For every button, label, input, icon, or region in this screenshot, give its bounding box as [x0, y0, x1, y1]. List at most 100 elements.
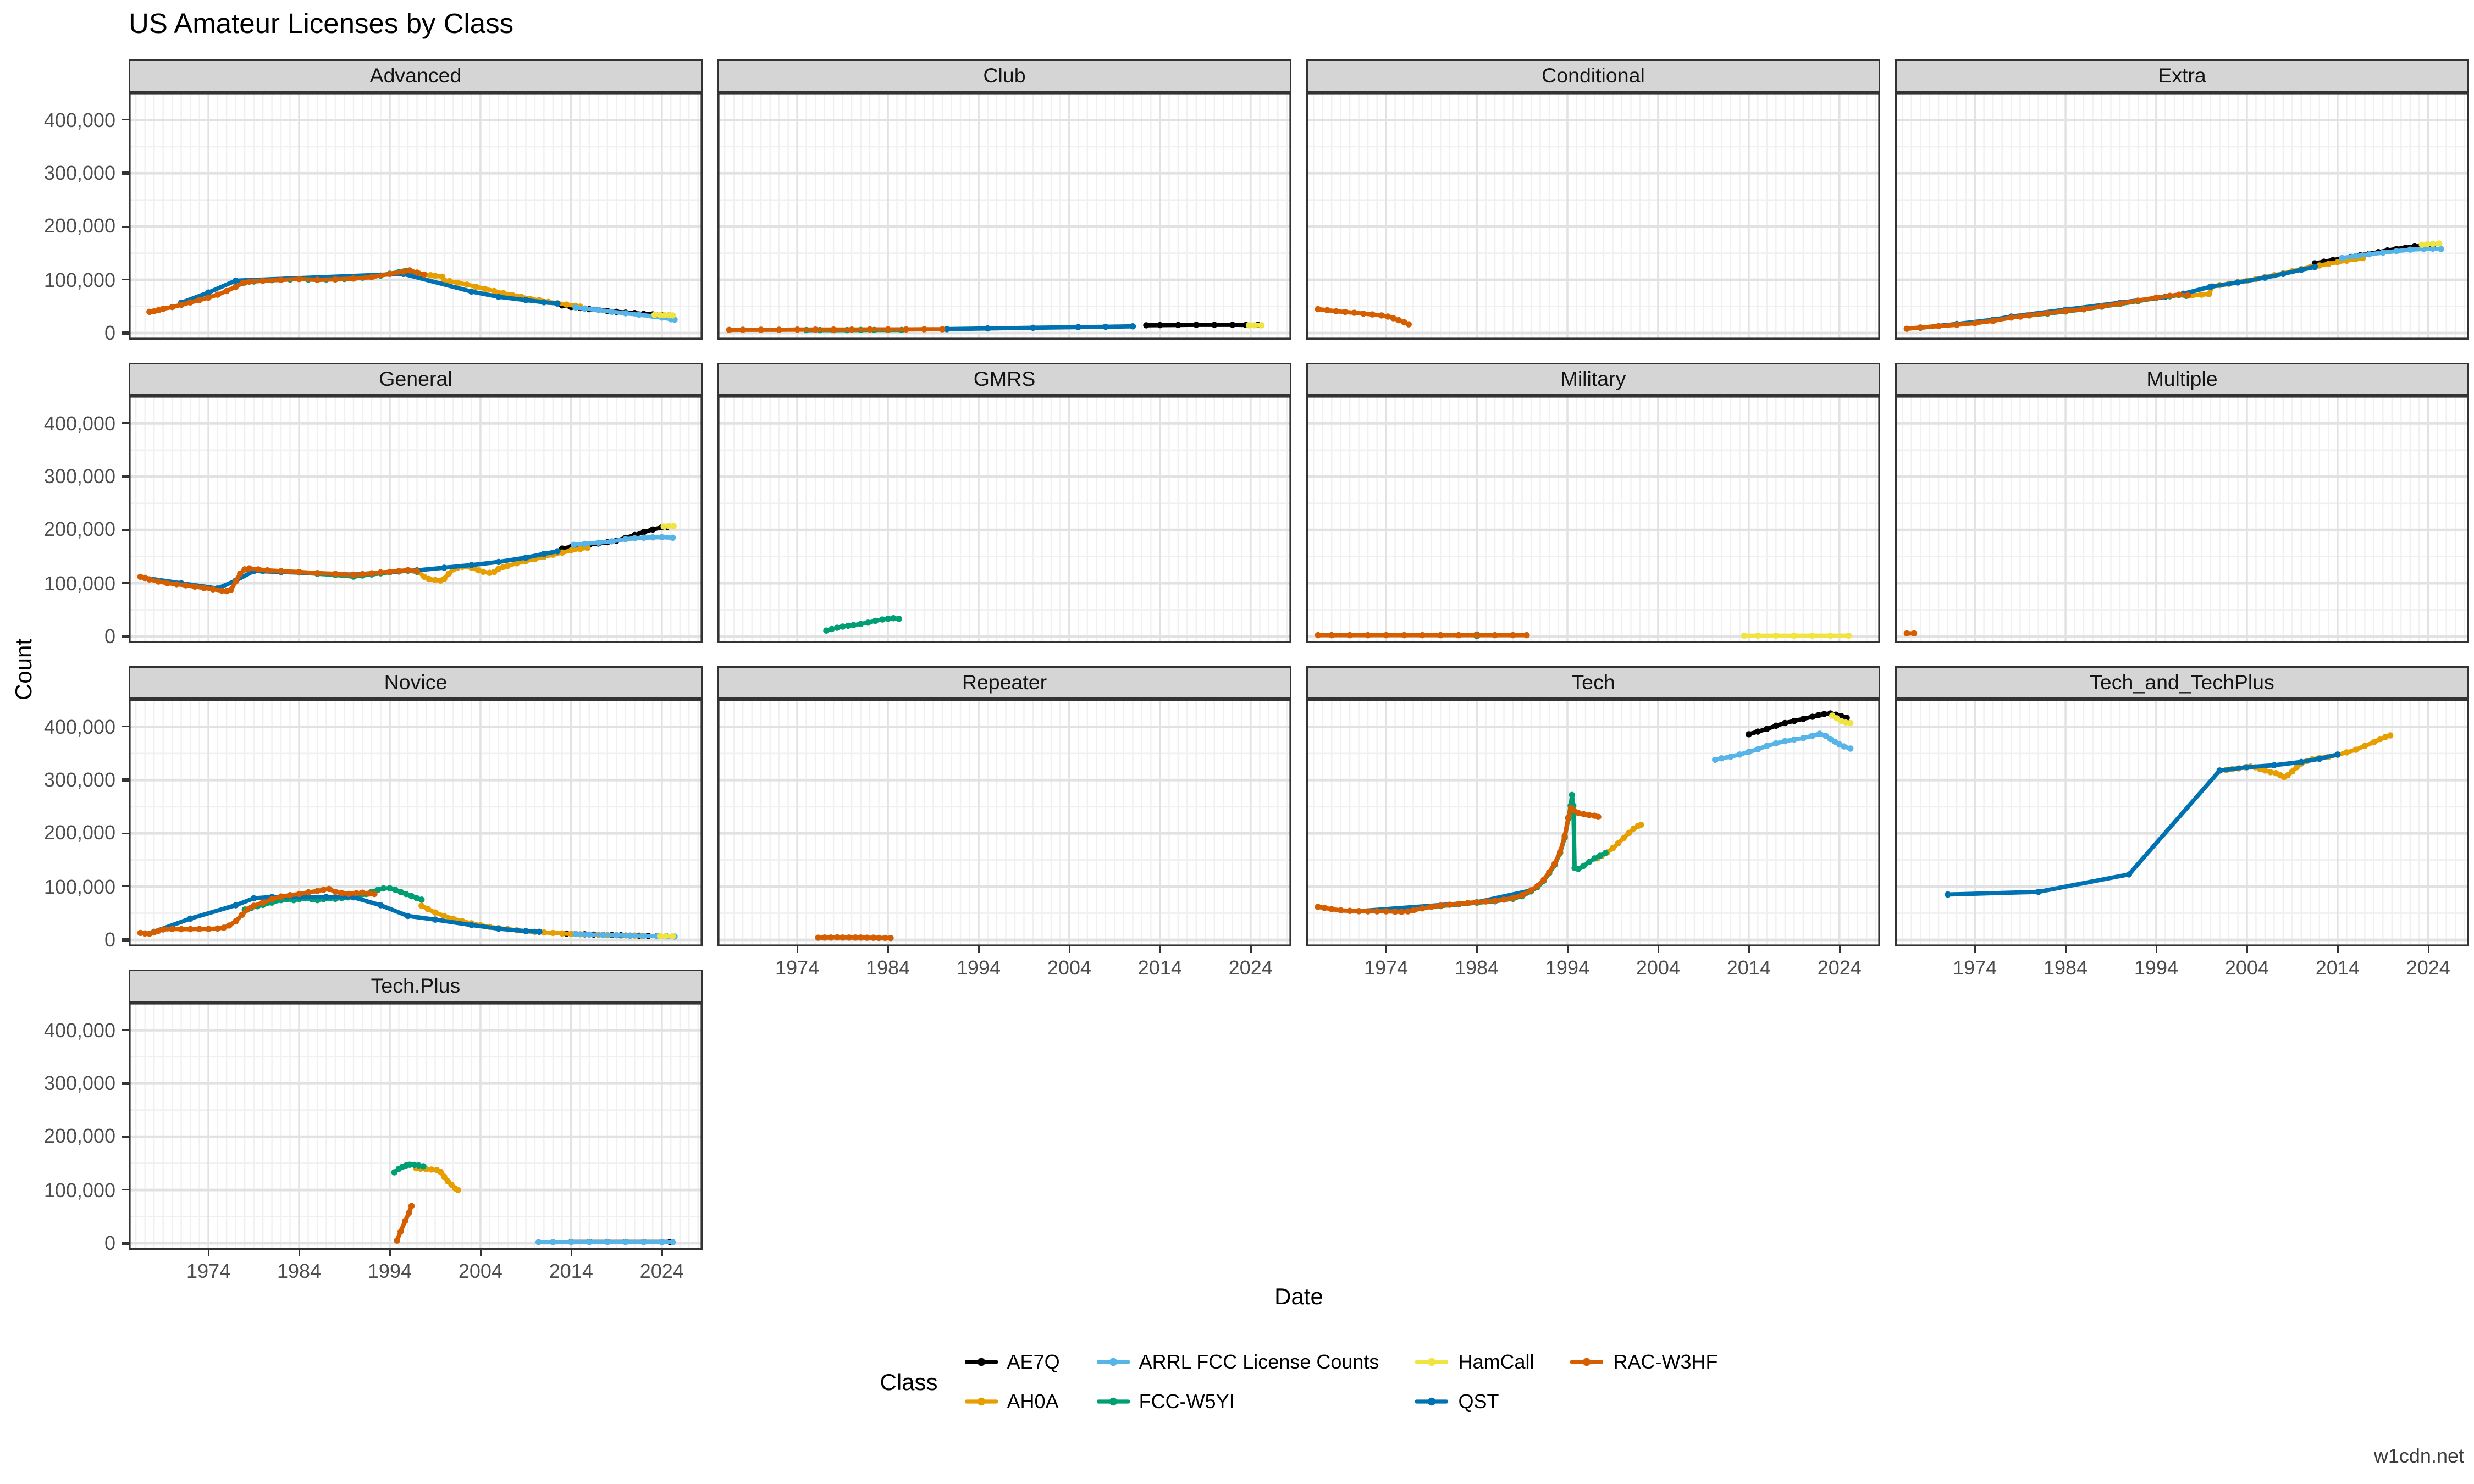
y-tick-label: 100,000	[43, 268, 115, 292]
y-tick-label: 0	[104, 624, 115, 648]
y-tick-mark	[122, 119, 129, 121]
facet-Multiple: Multiple	[1895, 363, 2469, 643]
x-tick-mark	[2427, 946, 2429, 953]
facet-strip-label: Military	[1306, 363, 1880, 396]
facet-panel	[129, 92, 703, 340]
legend-title: Class	[880, 1369, 938, 1395]
x-tick-label: 2014	[2315, 956, 2360, 979]
y-tick-mark	[122, 779, 129, 782]
x-tick-mark	[887, 946, 889, 953]
y-tick-mark	[122, 172, 129, 175]
facet-strip-label: GMRS	[717, 363, 1291, 396]
x-tick-mark	[479, 1250, 482, 1256]
facet-strip-label: Advanced	[129, 59, 703, 92]
y-tick-mark	[122, 1082, 129, 1085]
facet-strip-label: Tech.Plus	[129, 970, 703, 1003]
x-tick-label: 1974	[1364, 956, 1409, 979]
x-tick-mark	[1159, 946, 1161, 953]
x-tick-label: 1994	[956, 956, 1001, 979]
series-line	[138, 887, 377, 936]
x-tick-label: 2014	[1726, 956, 1771, 979]
y-tick-label: 300,000	[43, 465, 115, 489]
x-tick-label: 1974	[775, 956, 820, 979]
y-tick-label: 100,000	[43, 572, 115, 595]
facet-Club: Club	[717, 59, 1291, 340]
x-tick-mark	[2155, 946, 2157, 953]
x-tick-mark	[796, 946, 798, 953]
facet-strip-label: Repeater	[717, 666, 1291, 699]
legend-key-icon	[964, 1397, 997, 1406]
y-tick-mark	[122, 832, 129, 834]
y-tick-label: 300,000	[43, 768, 115, 792]
y-tick-mark	[122, 1242, 129, 1244]
facet-panel	[129, 699, 703, 946]
x-tick-mark	[1974, 946, 1976, 953]
x-tick-label: 2004	[2224, 956, 2269, 979]
y-tick-label: 0	[104, 1231, 115, 1255]
x-tick-label: 2004	[1636, 956, 1680, 979]
y-tick-label: 200,000	[43, 215, 115, 239]
x-tick-label: 2014	[549, 1260, 593, 1283]
legend: Class AE7Q AH0A ARRL FCC License Counts FCC…	[129, 1342, 2469, 1421]
x-tick-label: 2004	[458, 1260, 502, 1283]
x-tick-label: 1994	[1545, 956, 1590, 979]
x-tick-mark	[2246, 946, 2248, 953]
y-tick-label: 400,000	[43, 1018, 115, 1042]
legend-item-label: HamCall	[1458, 1350, 1534, 1374]
facet-Tech.Plus: Tech.Plus	[129, 970, 703, 1250]
facet-panel	[1895, 92, 2469, 340]
y-tick-mark	[122, 726, 129, 728]
x-tick-label: 1984	[277, 1260, 322, 1283]
legend-key-icon	[1096, 1358, 1129, 1366]
y-tick-mark	[122, 885, 129, 888]
legend-item-QST: QST	[1415, 1382, 1534, 1421]
legend-item-label: AE7Q	[1007, 1350, 1060, 1374]
legend-item-AE7Q: AE7Q	[964, 1342, 1060, 1382]
y-tick-mark	[122, 1029, 129, 1032]
watermark: w1cdn.net	[2373, 1444, 2464, 1468]
facet-strip-label: General	[129, 363, 703, 396]
x-tick-label: 2014	[1137, 956, 1182, 979]
facet-Extra: Extra	[1895, 59, 2469, 340]
facet-Repeater: Repeater	[717, 666, 1291, 946]
x-tick-mark	[1748, 946, 1750, 953]
y-tick-mark	[122, 529, 129, 531]
x-tick-label: 1974	[186, 1260, 231, 1283]
legend-entries: AE7Q AH0A ARRL FCC License Counts FCC-W5YI H…	[964, 1342, 1718, 1421]
x-tick-label: 2024	[1228, 956, 1273, 979]
x-tick-mark	[1566, 946, 1569, 953]
x-tick-mark	[978, 946, 980, 953]
facet-Novice: Novice	[129, 666, 703, 946]
y-tick-mark	[122, 475, 129, 478]
y-tick-label: 400,000	[43, 108, 115, 132]
y-tick-label: 200,000	[43, 822, 115, 845]
y-tick-label: 200,000	[43, 518, 115, 542]
series-line	[1316, 805, 1600, 914]
legend-key-icon	[964, 1358, 997, 1366]
facet-panel	[717, 92, 1291, 340]
y-tick-mark	[122, 332, 129, 334]
x-tick-mark	[389, 1250, 391, 1256]
legend-key-icon	[1096, 1397, 1129, 1406]
legend-item-label: FCC-W5YI	[1139, 1390, 1235, 1413]
legend-item-HamCall: HamCall	[1415, 1342, 1534, 1382]
x-tick-label: 2024	[2406, 956, 2450, 979]
facet-strip-label: Tech	[1306, 666, 1880, 699]
series-line	[571, 535, 675, 547]
y-tick-label: 100,000	[43, 875, 115, 899]
legend-item-label: QST	[1458, 1390, 1499, 1413]
x-tick-label: 1984	[865, 956, 910, 979]
y-tick-mark	[122, 1136, 129, 1138]
x-tick-label: 1984	[1454, 956, 1499, 979]
y-tick-label: 100,000	[43, 1178, 115, 1202]
series-line	[945, 324, 1135, 331]
facet-Conditional: Conditional	[1306, 59, 1880, 340]
x-tick-label: 1994	[2134, 956, 2179, 979]
x-tick-label: 1984	[2043, 956, 2088, 979]
y-tick-mark	[122, 279, 129, 281]
facet-GMRS: GMRS	[717, 363, 1291, 643]
facet-Military: Military	[1306, 363, 1880, 643]
facet-strip-label: Club	[717, 59, 1291, 92]
y-tick-label: 0	[104, 321, 115, 345]
